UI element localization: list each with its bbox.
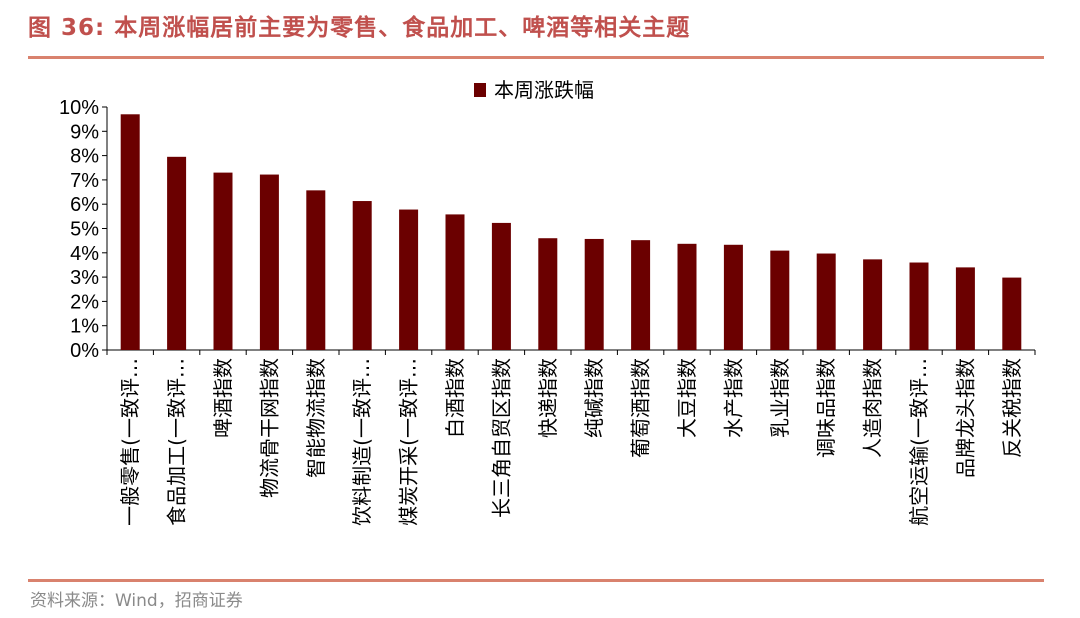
bar (445, 214, 465, 350)
x-category-label: 反关税指数 (1000, 358, 1024, 458)
x-category-label: 航空运输(一致评… (907, 358, 931, 526)
bar (306, 190, 326, 350)
bar (399, 209, 419, 350)
bar (120, 114, 140, 350)
y-tick-label: 3% (70, 267, 99, 289)
y-tick-label: 2% (70, 291, 99, 313)
legend: 本周涨跌幅 (474, 78, 594, 102)
bar (770, 250, 790, 350)
x-category-label: 白酒指数 (443, 358, 467, 438)
y-tick-label: 10% (59, 97, 99, 119)
bar (584, 238, 604, 350)
y-tick-label: 6% (70, 194, 99, 216)
y-tick-label: 9% (70, 121, 99, 143)
bar-chart: 本周涨跌幅 0%1% 2%3%4%5% 6%7%8% 9%10% 一般零售(一致评… 食… (59, 78, 1036, 526)
legend-swatch (474, 83, 486, 97)
legend-label: 本周涨跌幅 (494, 78, 594, 102)
x-category-label: 葡萄酒指数 (629, 358, 653, 458)
x-category-label: 水产指数 (721, 358, 745, 438)
y-tick-label: 8% (70, 146, 99, 168)
x-category-label: 品牌龙头指数 (953, 358, 977, 478)
x-category-label: 物流骨干网指数 (257, 358, 281, 498)
x-category-label: 乳业指数 (768, 358, 792, 438)
x-category-label: 调味品指数 (814, 358, 838, 458)
bar (259, 174, 279, 350)
x-category-label: 智能物流指数 (304, 358, 328, 478)
bar (1002, 277, 1022, 350)
top-rule (28, 56, 1044, 59)
y-tick-label: 4% (70, 243, 99, 265)
bar (816, 253, 836, 350)
y-tick-label: 1% (70, 316, 99, 338)
x-category-label: 一般零售(一致评… (118, 358, 142, 526)
y-tick-label: 5% (70, 219, 99, 241)
y-tick-label: 7% (70, 170, 99, 192)
figure-title: 图 36: 本周涨幅居前主要为零售、食品加工、啤酒等相关主题 (28, 15, 691, 41)
x-category-label: 快递指数 (536, 358, 560, 438)
x-category-label: 饮料制造(一致评… (350, 358, 374, 526)
source-note: 资料来源：Wind，招商证券 (30, 591, 243, 611)
bar (909, 262, 929, 350)
x-category-label: 长三角自贸区指数 (489, 358, 513, 518)
bar (213, 172, 233, 350)
bar (538, 238, 558, 350)
bar (955, 267, 975, 350)
bottom-rule (28, 579, 1044, 582)
bar (723, 244, 743, 350)
bar (352, 201, 372, 350)
x-category-label: 煤炭开采(一致评… (397, 358, 421, 526)
y-tick-label: 0% (70, 340, 99, 362)
bar (491, 222, 511, 350)
x-category-label: 大豆指数 (675, 358, 699, 438)
bar (631, 240, 651, 350)
x-category-label: 啤酒指数 (211, 358, 235, 438)
x-category-label: 纯碱指数 (582, 358, 606, 438)
bar (863, 259, 883, 350)
x-category-label: 人造肉指数 (861, 358, 885, 458)
bar (677, 243, 697, 350)
bar (167, 156, 187, 350)
x-category-label: 食品加工(一致评… (165, 358, 189, 526)
